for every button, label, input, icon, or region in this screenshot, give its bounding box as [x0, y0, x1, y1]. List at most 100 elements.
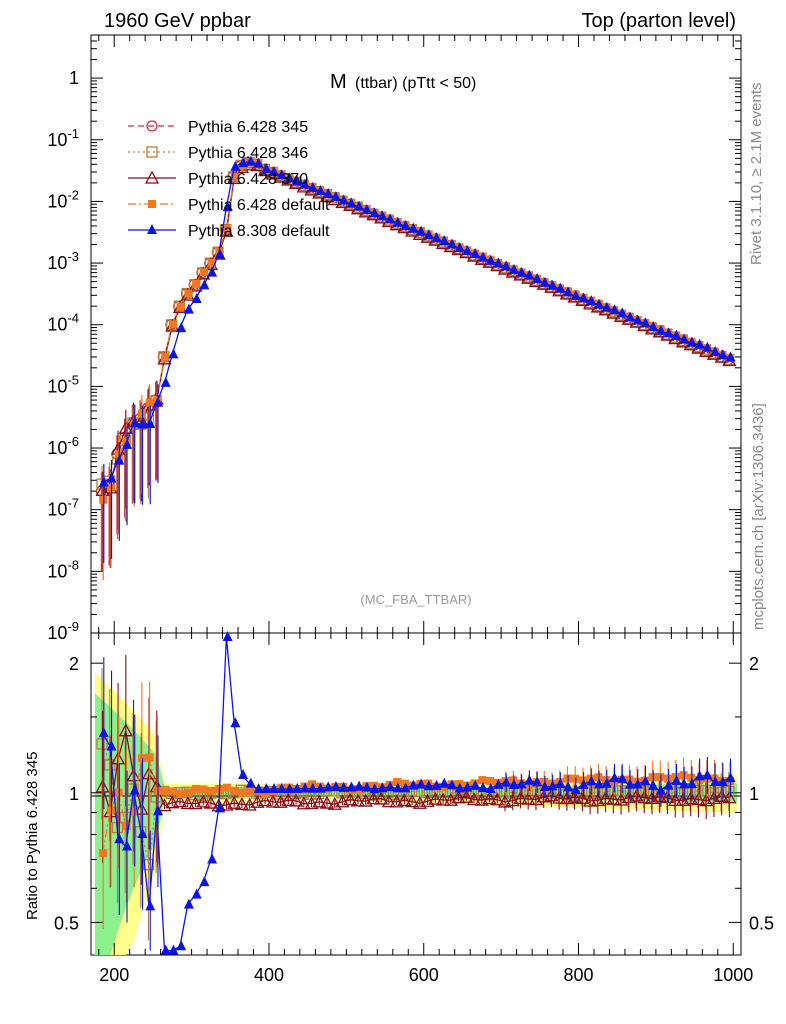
ratio-point: [405, 794, 420, 808]
ratio-point: [552, 790, 567, 804]
chart-title-sub: (ttbar) (pTtt < 50): [355, 75, 476, 92]
mcplots-label: mcplots.cern.ch [arXiv:1306.3436]: [750, 403, 767, 630]
data-point: [431, 232, 442, 243]
ratio-point: [377, 782, 388, 793]
ratio-point: [485, 783, 496, 794]
ratio-point: [191, 888, 202, 899]
ratio-point: [315, 782, 326, 793]
ratio-point: [668, 786, 681, 798]
data-point: [276, 169, 287, 180]
ratio-point: [400, 779, 409, 788]
series-3: [99, 158, 734, 580]
data-point: [725, 351, 736, 362]
ratio-point: [199, 876, 210, 887]
data-point: [624, 311, 635, 322]
data-point: [609, 304, 620, 315]
ratio-point: [563, 781, 574, 792]
data-point: [222, 201, 233, 212]
ratio-point: [312, 794, 327, 808]
ratio-point: [296, 796, 311, 810]
ratio-point: [435, 792, 451, 806]
ratio-point: [137, 827, 148, 838]
ratio-point: [207, 787, 216, 796]
ratio-point: [258, 793, 273, 807]
legend-marker: [147, 224, 157, 234]
legend-label: Pythia 8.308 default: [188, 223, 330, 240]
ratio-point: [567, 789, 582, 803]
ratio-point: [168, 787, 177, 796]
ratio-point: [624, 778, 635, 789]
ratio-point: [176, 790, 185, 799]
ratio-point: [714, 788, 729, 802]
ratio-point: [168, 944, 179, 955]
data-point: [346, 197, 357, 208]
main-panel: 10-910-810-710-610-510-410-310-210-11 M …: [47, 34, 742, 643]
data-point: [686, 336, 697, 347]
ratio-point: [176, 940, 187, 951]
ratio-series-group: [95, 631, 737, 955]
ratio-point: [679, 771, 688, 780]
ratio-point: [563, 774, 572, 783]
ratio-y-label: Ratio to Pythia 6.428 345: [24, 752, 41, 920]
data-point: [168, 348, 179, 359]
data-point: [369, 207, 380, 218]
ratio-y-tick-label-right: 1: [749, 784, 759, 804]
ratio-point: [145, 900, 156, 911]
ratio-point: [707, 787, 719, 799]
data-point: [702, 341, 713, 352]
data-point: [207, 258, 216, 267]
ratio-point: [621, 790, 636, 804]
ratio-point: [470, 779, 481, 790]
main-x-ticks: [98, 35, 734, 633]
ratio-point: [532, 776, 543, 787]
data-point: [539, 276, 550, 287]
data-point: [199, 279, 210, 290]
data-point: [292, 175, 303, 186]
data-point: [122, 438, 133, 449]
ratio-point: [477, 782, 488, 793]
ratio-point: [393, 777, 402, 786]
data-point: [516, 266, 527, 277]
data-point: [184, 289, 193, 298]
ratio-point: [466, 792, 482, 806]
ratio-point: [354, 780, 365, 791]
data-point: [400, 219, 411, 230]
data-point: [269, 166, 280, 177]
data-point: [447, 238, 458, 249]
ratio-x-tick-label: 600: [409, 965, 439, 985]
analysis-watermark: (MC_FBA_TTBAR): [360, 592, 471, 607]
data-point: [423, 229, 434, 240]
ratio-x-tick-label: 1000: [713, 965, 753, 985]
ratio-point: [544, 788, 559, 802]
ratio-point: [617, 772, 628, 783]
ratio-point: [261, 783, 272, 794]
legend-label: Pythia 6.428 370: [188, 171, 308, 188]
energy-label: 1960 GeV ppbar: [104, 10, 251, 32]
ratio-point: [486, 776, 495, 785]
ratio-point: [343, 792, 358, 806]
ratio-point: [230, 717, 241, 728]
data-point: [532, 272, 543, 283]
ratio-point: [478, 776, 487, 785]
ratio-ticks: 200 400 600 800 1000 0.5 0.5 1 1 2 2: [54, 633, 774, 985]
data-point: [555, 282, 566, 293]
ratio-point: [223, 783, 232, 792]
ratio-point: [679, 778, 690, 789]
ratio-point: [234, 796, 249, 810]
data-point: [199, 268, 208, 277]
ratio-point: [207, 853, 218, 864]
ratio-point: [462, 781, 473, 792]
ratio-point: [142, 858, 155, 871]
data-point: [106, 472, 117, 483]
ratio-point: [725, 772, 736, 783]
data-point: [284, 172, 295, 183]
data-point: [710, 345, 721, 356]
ratio-point: [323, 781, 334, 792]
ratio-point: [284, 783, 295, 794]
data-point: [408, 222, 419, 233]
ratio-point: [134, 801, 149, 815]
data-point: [578, 292, 589, 303]
ratio-point: [199, 785, 208, 794]
process-label: Top (parton level): [581, 10, 736, 32]
